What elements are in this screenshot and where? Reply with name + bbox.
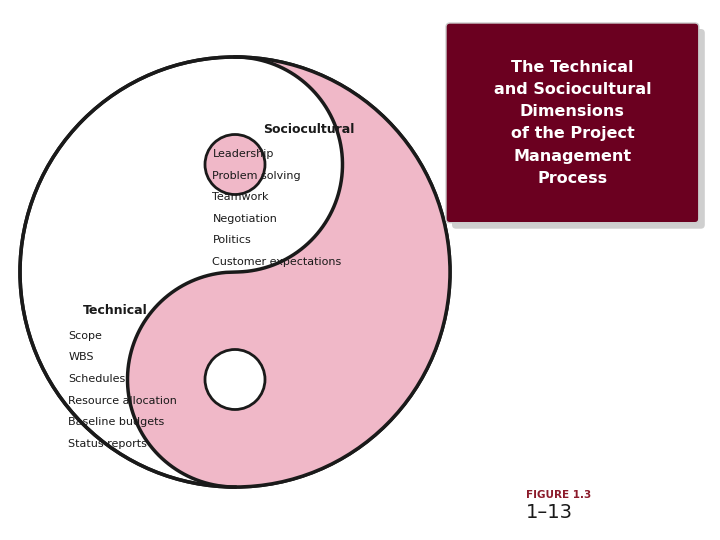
Text: Problem solving: Problem solving <box>212 171 301 180</box>
Circle shape <box>205 134 265 194</box>
Text: Sociocultural: Sociocultural <box>263 123 354 136</box>
FancyBboxPatch shape <box>452 29 705 229</box>
Text: Scope: Scope <box>68 331 102 341</box>
Circle shape <box>205 349 265 409</box>
Text: Schedules: Schedules <box>68 374 126 384</box>
Text: Customer expectations: Customer expectations <box>212 257 342 267</box>
Text: Baseline budgets: Baseline budgets <box>68 417 165 427</box>
Polygon shape <box>127 57 450 487</box>
Text: Resource allocation: Resource allocation <box>68 396 177 406</box>
Text: Politics: Politics <box>212 235 251 245</box>
Text: FIGURE 1.3: FIGURE 1.3 <box>526 490 591 500</box>
Text: The Technical
and Sociocultural
Dimensions
of the Project
Management
Process: The Technical and Sociocultural Dimensio… <box>494 60 651 186</box>
Text: Status reports: Status reports <box>68 439 148 449</box>
Text: Negotiation: Negotiation <box>212 214 277 224</box>
Text: Leadership: Leadership <box>212 149 274 159</box>
Text: Teamwork: Teamwork <box>212 192 269 202</box>
Text: 1–13: 1–13 <box>526 503 572 523</box>
Text: Technical: Technical <box>83 304 148 317</box>
Circle shape <box>20 57 450 487</box>
Text: WBS: WBS <box>68 353 94 362</box>
FancyBboxPatch shape <box>446 23 699 222</box>
